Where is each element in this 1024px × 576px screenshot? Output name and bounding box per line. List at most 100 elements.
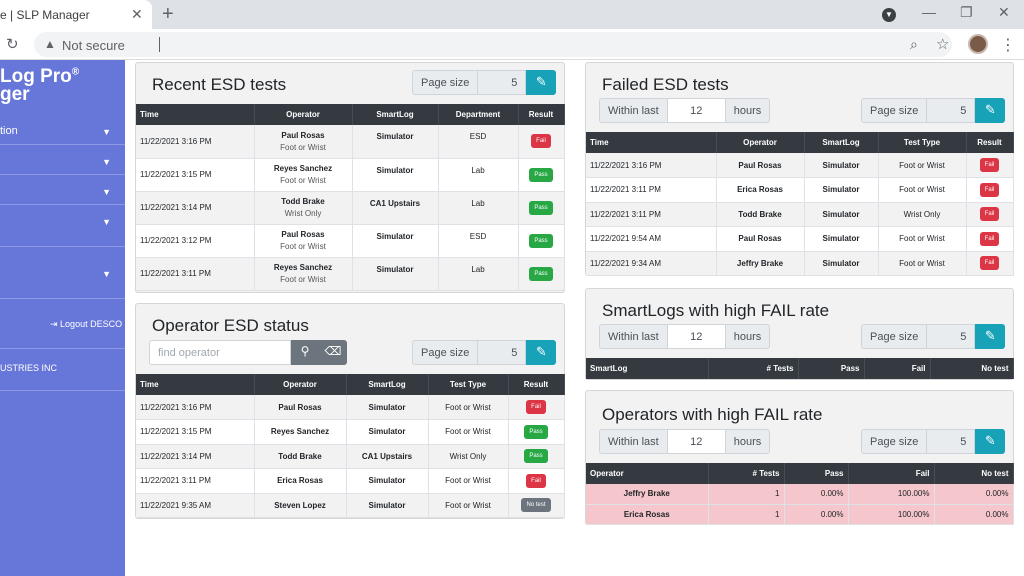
edit-icon[interactable]: ✎ — [975, 429, 1006, 454]
within-last-input[interactable]: 12 — [667, 429, 726, 454]
table-row[interactable]: 11/22/2021 3:16 PM Paul Rosas Foot or Wris… — [136, 125, 565, 159]
bookmark-star-icon[interactable]: ☆ — [936, 36, 950, 53]
table-row[interactable]: 11/22/2021 3:11 PM Erica Rosas Simulator Fo… — [586, 177, 1014, 203]
table-row[interactable]: 11/22/2021 9:54 AM Paul Rosas Simulator Foo… — [586, 226, 1014, 252]
eraser-icon[interactable]: ⌫ — [319, 340, 347, 365]
zoom-icon[interactable]: ⌕ — [910, 36, 918, 52]
sidebar-item-navigation[interactable]: tion ▼ — [0, 115, 125, 145]
page-size-control: Page size 5 ✎ — [412, 70, 557, 95]
table-row[interactable]: Erica Rosas 1 0.00% 100.00% 0.00% — [586, 504, 1014, 525]
page-size-control: Page size 5 ✎ — [412, 340, 557, 365]
browser-tab[interactable]: e | SLP Manager ✕ — [0, 0, 152, 29]
smartlogs-fail-table: SmartLog # Tests Pass Fail No test — [586, 358, 1014, 379]
within-last-control: Within last 12 hours — [599, 324, 771, 349]
page-size-control: Page size 5 ✎ — [861, 98, 1006, 123]
operator-esd-card: Operator ESD status find operator ⚲ ⌫ Pa… — [135, 303, 565, 519]
table-row[interactable]: 11/22/2021 9:35 AM Steven Lopez Simulator F… — [136, 493, 565, 518]
page-size-label: Page size — [412, 70, 479, 95]
table-row[interactable]: 11/22/2021 3:11 PM Reyes Sanchez Foot or W… — [136, 257, 565, 291]
page-size-value[interactable]: 5 — [478, 340, 527, 365]
result-badge: Pass — [524, 449, 548, 464]
within-last-input[interactable]: 12 — [667, 98, 726, 123]
col-header: Fail — [864, 358, 931, 379]
cell-smartlog: CA1 Upstairs — [352, 191, 439, 225]
page-size-value[interactable]: 5 — [927, 98, 976, 123]
table-row[interactable]: 11/22/2021 3:11 PM Todd Brake Simulator Wri… — [586, 202, 1014, 227]
menu-kebab-icon[interactable]: ⋮ — [1000, 37, 1016, 54]
tab-close-icon[interactable]: ✕ — [131, 6, 143, 22]
smartlog-name: CA1 Upstairs — [369, 198, 421, 208]
media-control-icon[interactable]: ▼ — [882, 8, 896, 22]
col-header: Result — [966, 132, 1014, 153]
cell-operator: Paul Rosas Foot or Wrist — [254, 125, 353, 159]
cell-smartlog: Simulator — [352, 125, 439, 159]
cell-time: 11/22/2021 3:14 PM — [136, 191, 255, 225]
avatar[interactable] — [968, 34, 988, 54]
operator-name: Todd Brake — [281, 197, 325, 206]
result-badge: Pass — [529, 200, 553, 215]
cell-time: 11/22/2021 3:16 PM — [136, 395, 255, 420]
logout-link[interactable]: ⇥ Logout DESCO — [50, 319, 123, 329]
brand-line2: ger — [0, 84, 30, 105]
cell-operator: Erica Rosas — [254, 468, 347, 494]
reload-icon[interactable]: ↻ — [6, 36, 19, 53]
sidebar-logout[interactable]: ⇥ Logout DESCO — [0, 299, 125, 349]
sidebar-item-4[interactable]: ▼ — [0, 205, 125, 247]
table-row[interactable]: 11/22/2021 3:15 PM Reyes Sanchez Simulator… — [136, 419, 565, 445]
table-row[interactable]: 11/22/2021 3:11 PM Erica Rosas Simulator Fo… — [136, 468, 565, 494]
omnibox[interactable]: ▲ Not secure ⌕ ☆ — [34, 32, 952, 57]
sidebar-item-5[interactable]: ▼ — [0, 247, 125, 299]
col-header: Department — [438, 104, 519, 125]
minimize-icon[interactable]: — — [922, 4, 936, 20]
cell-operator: Steven Lopez — [254, 493, 347, 518]
test-type: Wrist Only — [284, 209, 322, 218]
sidebar-item-2[interactable]: ▼ — [0, 145, 125, 175]
edit-icon[interactable]: ✎ — [526, 340, 557, 365]
edit-icon[interactable]: ✎ — [526, 70, 557, 95]
security-status[interactable]: Not secure — [62, 38, 125, 53]
page-size-value[interactable]: 5 — [478, 70, 527, 95]
cell-time: 11/22/2021 3:12 PM — [136, 224, 255, 258]
within-last-input[interactable]: 12 — [667, 324, 726, 349]
table-row[interactable]: 11/22/2021 9:34 AM Jeffry Brake Simulator F… — [586, 251, 1014, 276]
cell-test-type: Foot or Wrist — [428, 493, 509, 518]
page-size-control: Page size 5 ✎ — [861, 324, 1006, 349]
cell-result: Pass — [518, 224, 565, 258]
smartlog-name: Simulator — [376, 231, 414, 241]
failed-esd-card: Failed ESD tests Within last 12 hours Pa… — [585, 62, 1014, 276]
col-header: Test Type — [428, 374, 509, 395]
operators-fail-card: Operators with high FAIL rate Within las… — [585, 390, 1014, 525]
col-header: Result — [508, 374, 565, 395]
window-close-icon[interactable]: ✕ — [998, 4, 1010, 20]
sidebar-item-3[interactable]: ▼ — [0, 175, 125, 205]
table-row[interactable]: 11/22/2021 3:16 PM Paul Rosas Simulator Foo… — [586, 153, 1014, 178]
sidebar-company: USTRIES INC — [0, 349, 125, 391]
table-row[interactable]: 11/22/2021 3:16 PM Paul Rosas Simulator Foo… — [136, 395, 565, 420]
cell-result: Fail — [966, 153, 1014, 178]
page-size-value[interactable]: 5 — [927, 324, 976, 349]
cell-operator: Paul Rosas Foot or Wrist — [254, 224, 353, 258]
result-badge: Fail — [979, 158, 1000, 172]
col-header: SmartLog — [346, 374, 429, 395]
page-size-value[interactable]: 5 — [927, 429, 976, 454]
new-tab-icon[interactable]: + — [162, 3, 174, 25]
table-row[interactable]: Jeffry Brake 1 0.00% 100.00% 0.00% — [586, 484, 1014, 505]
operator-esd-table: Time Operator SmartLog Test Type Result … — [136, 374, 565, 518]
table-row[interactable]: 11/22/2021 3:12 PM Paul Rosas Foot or Wris… — [136, 224, 565, 258]
search-icon[interactable]: ⚲ — [291, 340, 319, 365]
edit-icon[interactable]: ✎ — [975, 98, 1006, 123]
operator-search-input[interactable]: find operator — [149, 340, 291, 365]
edit-icon[interactable]: ✎ — [975, 324, 1006, 349]
chevron-down-icon: ▼ — [102, 127, 111, 137]
cell-result: Pass — [518, 158, 565, 192]
table-row[interactable]: 11/22/2021 3:14 PM Todd Brake CA1 Upstairs… — [136, 444, 565, 469]
table-row[interactable]: 11/22/2021 3:14 PM Todd Brake Wrist Only CA… — [136, 191, 565, 225]
cell-test-type: Foot or Wrist — [878, 251, 967, 276]
card-title: SmartLogs with high FAIL rate — [602, 301, 830, 320]
warning-icon[interactable]: ▲ — [44, 37, 56, 51]
cell-operator: Erica Rosas — [586, 504, 709, 525]
table-row[interactable]: 11/22/2021 3:15 PM Reyes Sanchez Foot or W… — [136, 158, 565, 192]
restore-icon[interactable]: ❐ — [960, 4, 973, 20]
col-header: Test Type — [878, 132, 967, 153]
brand-line1: Log Pro® — [0, 66, 80, 87]
